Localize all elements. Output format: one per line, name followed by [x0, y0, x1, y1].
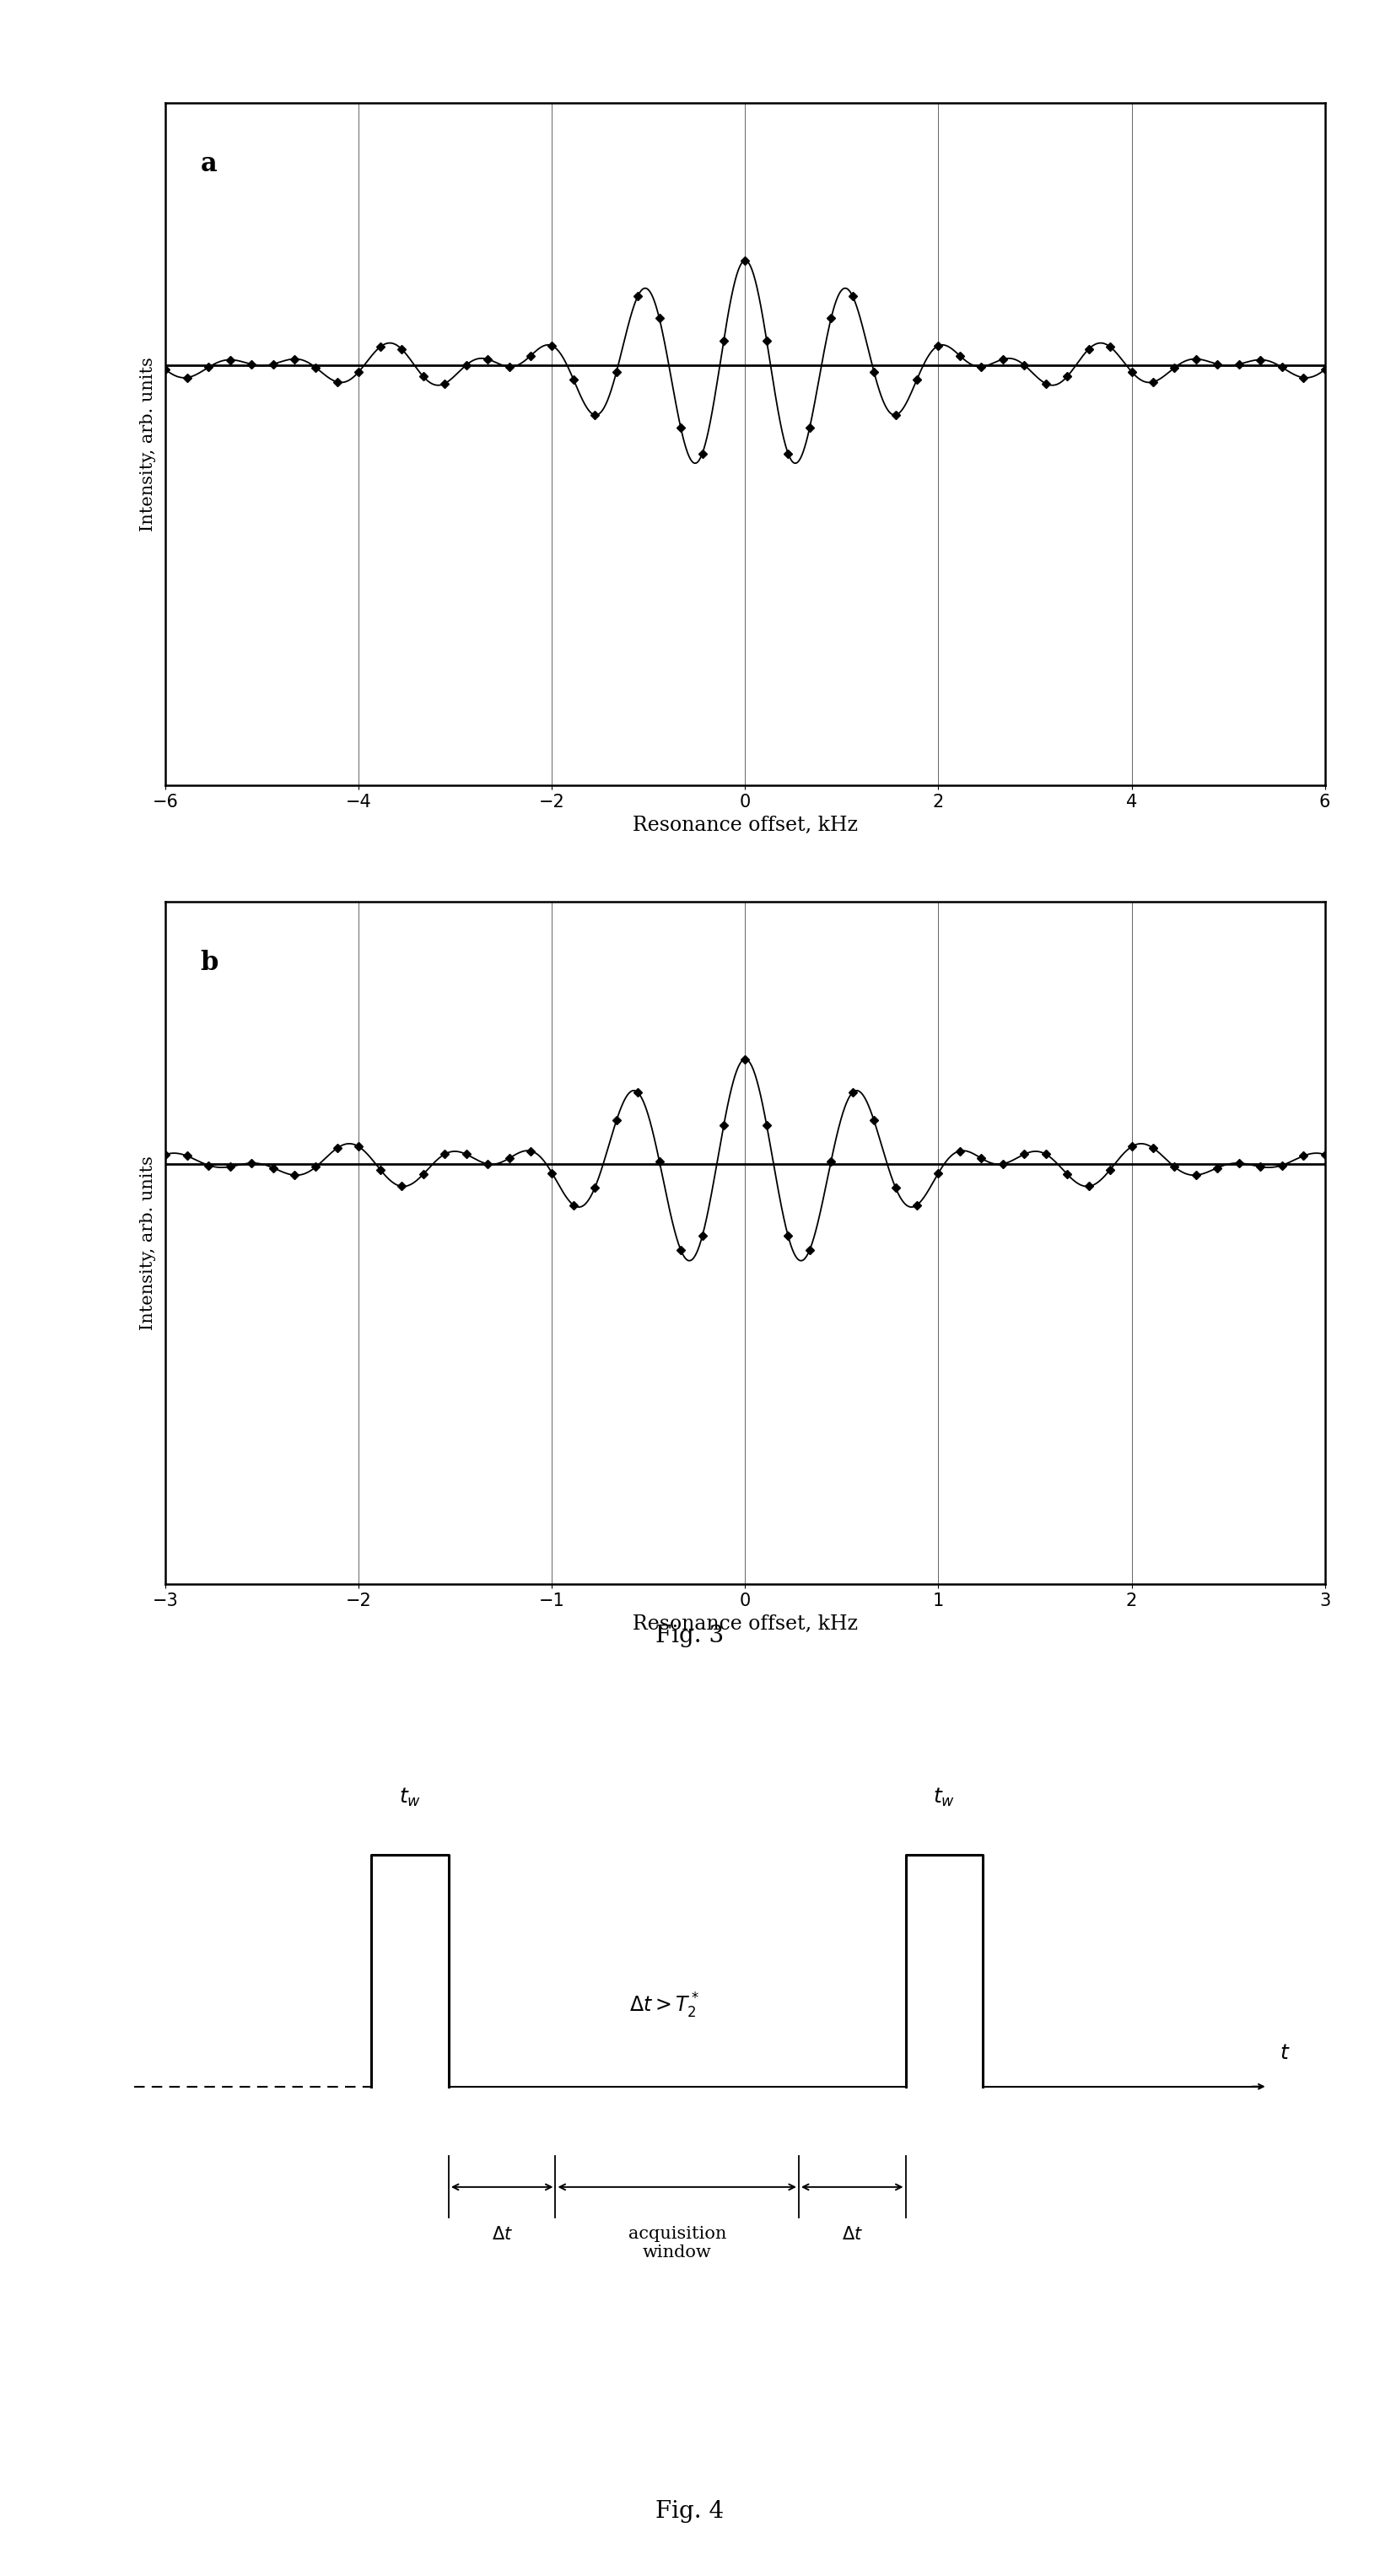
Y-axis label: Intensity, arb. units: Intensity, arb. units	[141, 1157, 156, 1329]
Text: $\Delta t$: $\Delta t$	[491, 2226, 512, 2244]
Text: b: b	[200, 951, 218, 976]
Y-axis label: Intensity, arb. units: Intensity, arb. units	[141, 358, 156, 531]
Text: Fig. 4: Fig. 4	[655, 2501, 724, 2522]
Text: $\Delta t > T_2^*$: $\Delta t > T_2^*$	[629, 1991, 700, 2020]
Text: $t_w$: $t_w$	[399, 1785, 421, 1808]
Text: $\Delta t$: $\Delta t$	[842, 2226, 862, 2244]
X-axis label: Resonance offset, kHz: Resonance offset, kHz	[632, 1615, 858, 1633]
X-axis label: Resonance offset, kHz: Resonance offset, kHz	[632, 817, 858, 835]
Text: a: a	[200, 152, 217, 178]
Text: Fig. 3: Fig. 3	[655, 1625, 724, 1646]
Text: acquisition
window: acquisition window	[628, 2226, 726, 2259]
Text: $t$: $t$	[1279, 2043, 1290, 2063]
Text: $t_w$: $t_w$	[933, 1785, 955, 1808]
